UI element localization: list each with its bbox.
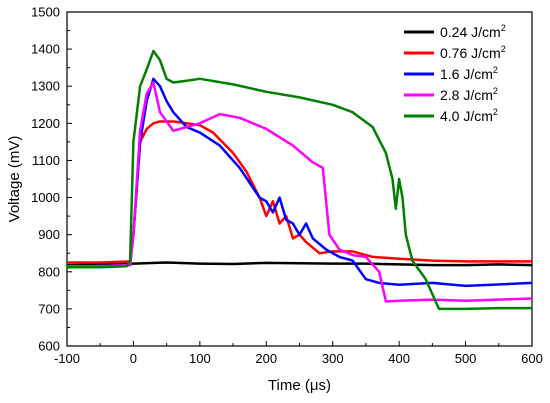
y-tick-label: 800	[38, 264, 60, 279]
y-axis-label: Voltage (mV)	[6, 136, 23, 223]
x-tick-label: 0	[130, 351, 137, 366]
legend-entry-3: 1.6 J/cm2	[440, 65, 498, 82]
y-tick-label: 1400	[31, 42, 60, 57]
legend-superscript: 2	[493, 65, 498, 75]
series-layer	[66, 49, 533, 311]
y-tick-label: 1500	[31, 5, 60, 20]
y-tick-label: 1200	[31, 116, 60, 131]
x-tick-label: 400	[388, 351, 410, 366]
series-line-1	[66, 261, 533, 267]
x-tick-label: 600	[521, 351, 543, 366]
series-line-2	[67, 120, 532, 264]
legend-superscript: 2	[501, 23, 506, 33]
y-tick-label: 1000	[31, 190, 60, 205]
x-axis-label: Time (μs)	[268, 377, 331, 394]
legend-superscript: 2	[493, 86, 498, 96]
x-tick-label: 200	[255, 351, 277, 366]
y-tick-label: 1100	[32, 153, 60, 168]
x-tick-label: 500	[455, 351, 477, 366]
legend-entry-1: 0.24 J/cm2	[440, 23, 506, 40]
y-tick-label: 900	[38, 227, 60, 242]
x-tick-label: 300	[322, 351, 344, 366]
legend-entry-2: 0.76 J/cm2	[440, 44, 506, 61]
legend-superscript: 2	[501, 44, 506, 54]
series-line-3	[67, 77, 533, 288]
series-line-4	[67, 81, 533, 303]
y-tick-label: 1300	[31, 79, 60, 94]
legend: 0.24 J/cm2 0.76 J/cm2 1.6 J/cm2 2.8 J/cm2 4.…	[404, 23, 506, 124]
axes-layer: -100 0 100 200 300 400 500 600 600 700 800 900 1000 1…	[31, 5, 543, 367]
x-tick-label: 100	[189, 351, 211, 366]
y-tick-label: 600	[38, 339, 60, 354]
legend-superscript: 2	[493, 107, 498, 117]
y-tick-label: 700	[38, 301, 60, 316]
legend-entry-4: 2.8 J/cm2	[440, 86, 498, 103]
series-line-5	[67, 49, 532, 311]
legend-entry-5: 4.0 J/cm2	[440, 107, 498, 124]
x-tick-label: -100	[54, 351, 80, 366]
